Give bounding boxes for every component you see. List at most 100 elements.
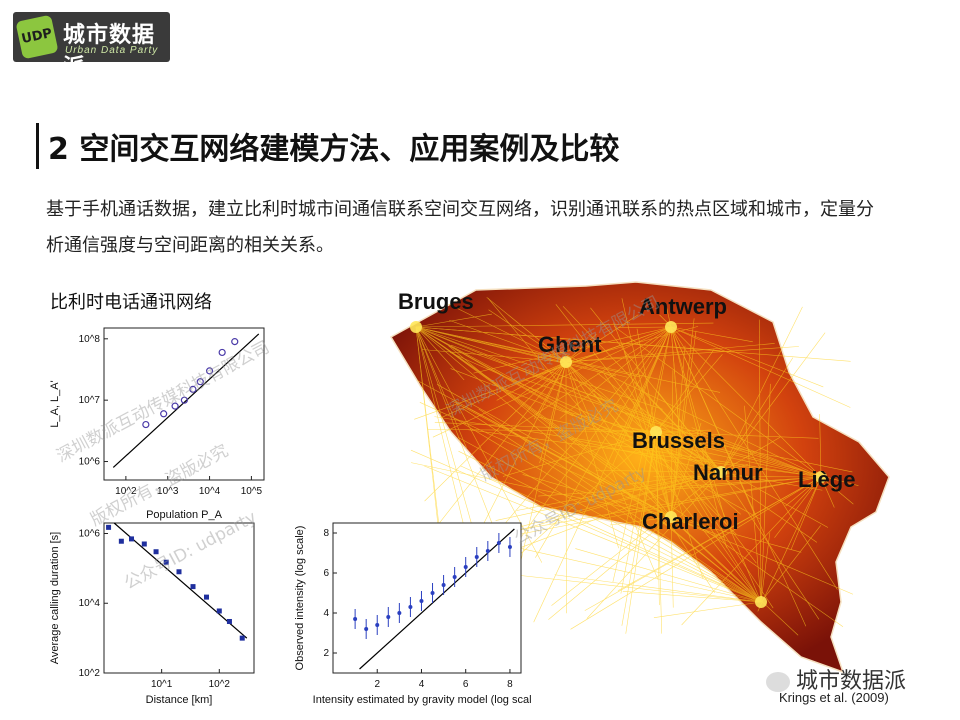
network-link — [659, 314, 822, 478]
data-point — [474, 555, 479, 559]
network-link — [785, 476, 822, 507]
data-point — [496, 541, 501, 545]
data-point — [142, 420, 150, 429]
network-link — [448, 345, 762, 603]
network-link — [760, 532, 771, 603]
y-tick-label: 4 — [323, 608, 329, 619]
network-link — [415, 326, 616, 470]
network-link — [670, 330, 697, 518]
network-link — [471, 476, 822, 539]
network-link — [516, 361, 567, 398]
city-label-liege: Liège — [798, 467, 855, 492]
network-link — [448, 303, 567, 363]
data-point — [160, 410, 168, 418]
figure-panel: 比利时电话通讯网络 Bruges Antwerp Ghent Brussels … — [36, 262, 921, 707]
city-label-charleroi: Charleroi — [642, 509, 739, 534]
network-link — [570, 476, 822, 630]
network-link — [424, 465, 762, 603]
network-link — [622, 472, 762, 603]
network-link — [670, 516, 802, 553]
network-link — [636, 328, 672, 518]
x-tick-label: 6 — [463, 679, 469, 690]
city-label-namur: Namur — [693, 460, 763, 485]
data-point — [419, 599, 424, 603]
network-link — [655, 349, 715, 433]
network-link — [720, 332, 826, 473]
data-point — [239, 635, 245, 641]
data-point — [163, 559, 169, 565]
network-link — [653, 601, 762, 618]
y-tick-label: 8 — [323, 528, 329, 539]
data-point — [189, 385, 197, 393]
network-link — [565, 361, 716, 593]
network-hub — [650, 426, 662, 438]
network-link — [524, 379, 822, 478]
network-link — [410, 449, 762, 603]
wechat-icon — [766, 672, 790, 692]
data-point — [196, 378, 204, 386]
data-point — [204, 594, 210, 600]
data-point — [452, 575, 457, 579]
network-link — [670, 516, 799, 636]
network-link — [670, 326, 682, 457]
network-link — [565, 361, 737, 535]
x-tick-label: 4 — [419, 679, 425, 690]
y-tick-label: 10^7 — [79, 395, 101, 406]
network-link — [593, 393, 762, 603]
slide-title: 2 空间交互网络建模方法、应用案例及比较 — [48, 132, 620, 167]
network-link — [597, 372, 722, 473]
y-axis-label: Average calling duration [s] — [49, 532, 61, 665]
network-link — [655, 429, 712, 433]
network-link — [415, 326, 467, 449]
network-link — [760, 525, 821, 603]
y-tick-label: 10^8 — [79, 334, 101, 345]
network-link — [655, 431, 818, 543]
x-axis-label: Distance [km] — [146, 694, 213, 706]
network-hub — [410, 321, 422, 333]
network-link — [415, 326, 628, 378]
data-point — [231, 338, 239, 346]
network-link — [436, 384, 672, 518]
network-link — [419, 402, 672, 518]
network-link — [670, 345, 686, 518]
network-link — [415, 326, 465, 381]
network-link — [670, 326, 824, 388]
y-tick-label: 10^2 — [79, 668, 101, 679]
network-link — [820, 476, 854, 505]
network-link — [670, 516, 854, 595]
network-link — [586, 471, 722, 619]
network-link — [657, 391, 722, 473]
network-link — [618, 326, 672, 328]
network-link — [670, 326, 725, 518]
network-link — [614, 483, 762, 603]
footer-brand: 城市数据派 — [766, 663, 906, 695]
network-links — [410, 297, 859, 636]
network-link — [670, 422, 702, 518]
network-link — [554, 574, 762, 603]
data-point — [141, 541, 147, 547]
y-tick-label: 10^6 — [79, 457, 101, 468]
figure-caption: 比利时电话通讯网络 — [50, 292, 212, 313]
network-link — [415, 326, 663, 410]
network-link — [478, 408, 762, 603]
data-point — [463, 565, 468, 569]
network-link — [415, 326, 683, 437]
network-link — [503, 544, 762, 603]
title-accent-bar — [36, 123, 39, 169]
x-axis-label: Population P_A — [146, 509, 222, 521]
network-hub — [560, 356, 572, 368]
network-link — [758, 319, 762, 603]
gravity-model-chart: 2 4 6 8 2 4 6 8 Intensity estimated by gravity m… — [294, 522, 531, 706]
data-point — [153, 549, 159, 555]
network-link — [457, 437, 762, 603]
logo-badge-icon: UDP — [15, 14, 59, 60]
data-point — [216, 608, 222, 614]
network-link — [620, 471, 722, 486]
network-link — [440, 361, 567, 419]
network-link — [516, 471, 722, 511]
network-link — [819, 414, 822, 478]
network-link — [720, 357, 794, 473]
network-link — [488, 309, 567, 363]
data-point — [205, 367, 214, 375]
network-link — [451, 416, 762, 603]
